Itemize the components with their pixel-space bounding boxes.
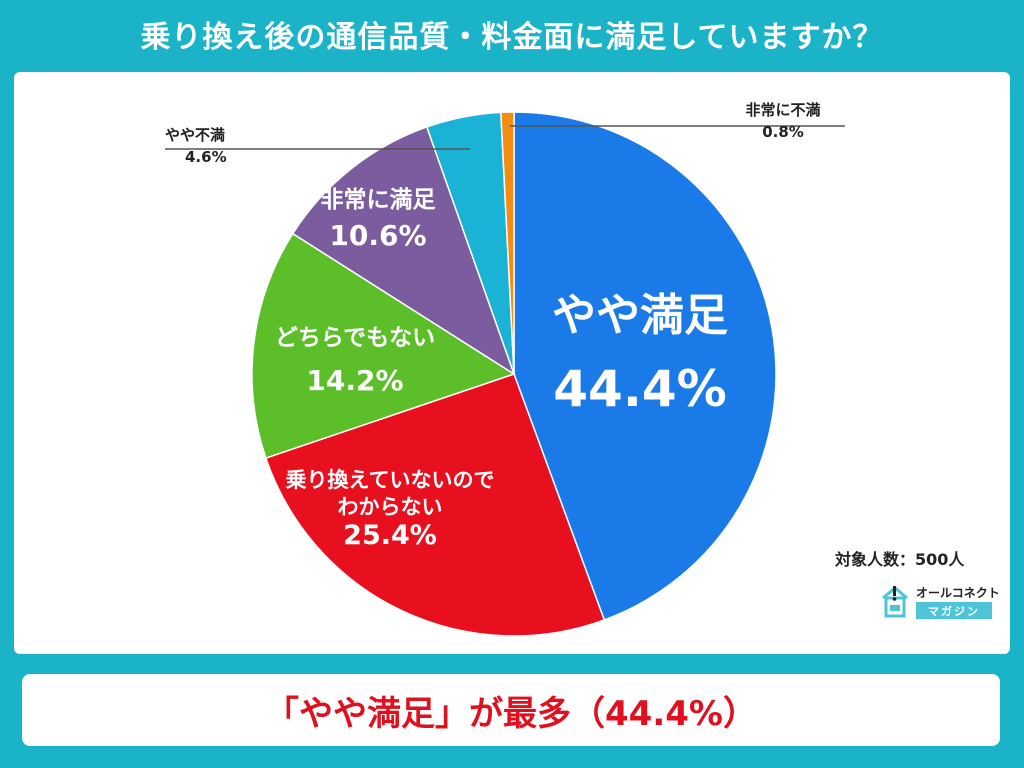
slice-value-2: 14.2% xyxy=(306,364,403,397)
brand-logo: オールコネクト マガジン xyxy=(880,584,1000,620)
slice-label-4: やや不満 xyxy=(165,126,225,144)
pie-slice-3 xyxy=(291,125,516,376)
logo-text-bottom: マガジン xyxy=(916,602,992,619)
slice-label-1-line-1: わからない xyxy=(338,495,443,519)
slice-value-0: 44.4% xyxy=(553,360,726,418)
slice-value-1: 25.4% xyxy=(343,520,437,551)
slice-value-3: 10.6% xyxy=(329,219,426,252)
slice-label-0: やや満足 xyxy=(552,290,728,341)
slice-label-2: どちらでもない xyxy=(275,325,435,351)
slice-label-3: 非常に満足 xyxy=(321,187,436,213)
slice-label-1-line-0: 乗り換えていないので xyxy=(286,468,495,492)
conclusion-banner: 「やや満足」が最多（44.4%） xyxy=(22,674,1000,746)
house-icon xyxy=(882,586,908,618)
pie-slice-1 xyxy=(264,373,606,637)
pie-slice-5 xyxy=(500,111,515,375)
pie-slice-0 xyxy=(513,111,777,621)
slice-label-5: 非常に不満 xyxy=(745,101,820,119)
chart-title: 乗り換え後の通信品質・料金面に満足していますか？ xyxy=(140,20,884,55)
slice-value-4: 4.6% xyxy=(185,148,227,166)
slice-value-5: 0.8% xyxy=(762,123,804,141)
logo-text-top: オールコネクト xyxy=(916,586,1000,600)
sample-size-text: 対象人数：500人 xyxy=(835,550,965,569)
pie-slice-2 xyxy=(251,232,516,460)
